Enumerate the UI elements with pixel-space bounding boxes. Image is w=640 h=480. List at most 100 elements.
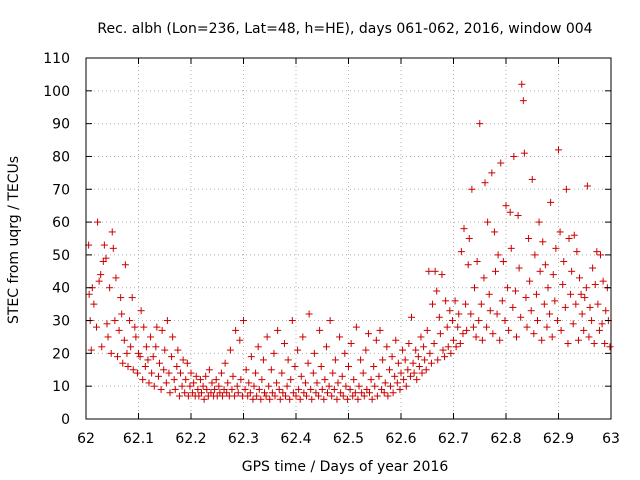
data-point — [551, 297, 559, 305]
data-point — [156, 359, 163, 367]
data-point — [399, 346, 407, 354]
data-point — [282, 392, 289, 400]
data-point — [569, 320, 577, 328]
data-point — [531, 251, 539, 259]
data-point — [408, 313, 415, 321]
data-point — [601, 340, 609, 348]
data-point — [418, 369, 426, 377]
x-tick-label: 62.5 — [333, 431, 364, 447]
data-point — [276, 395, 284, 403]
data-point — [112, 274, 120, 282]
data-point — [252, 369, 260, 377]
x-tick-label: 62.7 — [438, 431, 469, 447]
data-point — [160, 366, 168, 374]
data-point — [261, 389, 268, 397]
data-point — [385, 366, 393, 374]
data-point — [286, 395, 294, 403]
data-point — [460, 225, 468, 233]
data-point — [528, 175, 536, 183]
data-point — [173, 362, 181, 370]
data-point — [518, 80, 526, 88]
data-point — [242, 366, 250, 374]
data-point — [178, 382, 186, 390]
data-point — [502, 202, 510, 210]
data-point — [421, 356, 429, 364]
data-point — [177, 369, 184, 377]
data-point — [117, 294, 125, 302]
data-point — [602, 307, 610, 315]
data-point — [318, 385, 326, 393]
data-point — [161, 346, 169, 354]
data-point — [465, 235, 473, 242]
data-point — [237, 376, 245, 384]
data-point — [324, 389, 331, 397]
data-point — [462, 300, 470, 308]
data-point — [564, 340, 572, 348]
data-point — [534, 317, 541, 325]
data-point — [194, 385, 202, 393]
data-point — [473, 257, 481, 265]
data-point — [406, 372, 414, 380]
y-tick-label: 60 — [52, 215, 70, 231]
y-axis-label: STEC from uqrg / TECUs — [6, 156, 22, 324]
data-point — [250, 382, 258, 390]
data-point — [588, 317, 596, 325]
x-tick-label: 62.1 — [123, 431, 154, 447]
data-point — [381, 379, 389, 387]
data-point — [444, 343, 452, 351]
data-point — [450, 336, 457, 344]
data-point — [522, 294, 530, 302]
data-point — [133, 369, 141, 377]
data-point — [275, 385, 283, 393]
data-point — [520, 149, 528, 157]
data-point — [372, 336, 380, 344]
y-tick-label: 0 — [61, 412, 70, 428]
data-point — [121, 261, 129, 269]
data-point — [384, 392, 392, 400]
data-point — [370, 362, 378, 370]
data-point — [433, 287, 441, 295]
data-point — [396, 385, 404, 393]
data-point — [442, 297, 450, 305]
data-point — [169, 333, 177, 341]
data-point — [464, 261, 472, 269]
data-point — [102, 254, 110, 262]
data-point — [387, 382, 394, 390]
data-point — [506, 208, 514, 216]
data-point — [425, 267, 433, 275]
data-point — [447, 349, 455, 357]
data-point — [104, 333, 112, 341]
data-point — [106, 284, 114, 292]
data-point — [559, 280, 567, 288]
data-point — [157, 385, 165, 393]
data-point — [591, 280, 599, 288]
data-point — [585, 333, 593, 341]
data-point — [505, 326, 513, 334]
data-point — [236, 336, 244, 344]
data-point — [536, 267, 544, 275]
x-tick-label: 62.8 — [490, 431, 521, 447]
data-point — [517, 313, 525, 321]
data-point — [163, 317, 171, 325]
data-point — [549, 271, 557, 279]
data-point — [496, 336, 504, 344]
data-point — [513, 333, 520, 341]
data-point — [153, 323, 161, 331]
data-point — [379, 356, 387, 364]
data-point — [355, 382, 363, 390]
data-point — [263, 333, 271, 341]
data-point — [469, 323, 477, 331]
data-point — [480, 274, 488, 282]
data-point — [136, 353, 144, 361]
data-point — [170, 376, 178, 384]
data-point — [109, 244, 117, 252]
data-point — [304, 359, 312, 367]
data-point — [497, 159, 505, 167]
data-point — [510, 152, 518, 160]
data-point — [456, 340, 464, 348]
data-point — [98, 343, 106, 351]
x-tick-label: 62.6 — [385, 431, 416, 447]
data-point — [414, 353, 422, 361]
data-point — [326, 317, 334, 325]
data-point — [443, 323, 451, 331]
